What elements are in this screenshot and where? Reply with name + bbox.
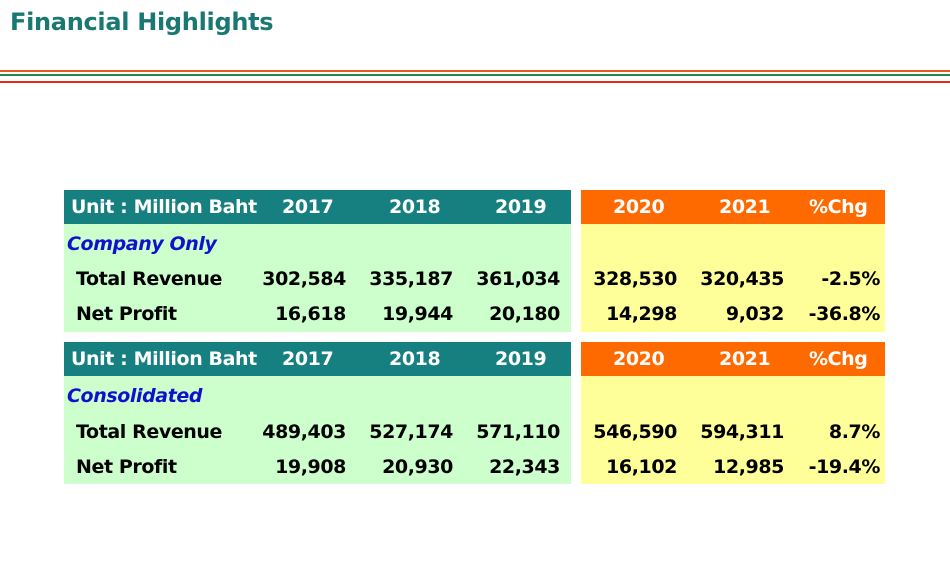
year-header-2017: 2017	[282, 196, 334, 218]
value-2020: 16,102	[606, 456, 677, 478]
value-2019: 20,180	[489, 303, 560, 325]
value-2020: 328,530	[593, 268, 677, 290]
table-header: Unit : Million Baht 2017 2018 2019	[64, 342, 571, 376]
value-2017: 19,908	[275, 456, 346, 478]
pct-change-value: -36.8%	[808, 303, 881, 325]
pct-change-header: %Chg	[809, 348, 868, 370]
year-header-2018: 2018	[389, 348, 441, 370]
value-2021: 594,311	[700, 421, 784, 443]
year-header-2019: 2019	[495, 196, 547, 218]
consolidated-table-right: 2020 2021 %Chg 546,590 594,311 8.7% 16,1…	[581, 342, 885, 484]
table-header: Unit : Million Baht 2017 2018 2019	[64, 190, 571, 224]
unit-label: Unit : Million Baht	[71, 196, 257, 218]
value-2020: 14,298	[606, 303, 677, 325]
year-header-2020: 2020	[613, 348, 665, 370]
pct-change-header: %Chg	[809, 196, 868, 218]
pct-change-value: -19.4%	[808, 456, 881, 478]
divider-line-orange	[0, 70, 950, 72]
value-2018: 335,187	[369, 268, 453, 290]
section-label: Consolidated	[67, 385, 203, 407]
consolidated-table-left: Unit : Million Baht 2017 2018 2019 Conso…	[64, 342, 571, 484]
value-2019: 22,343	[489, 456, 560, 478]
value-2019: 571,110	[476, 421, 560, 443]
year-header-2017: 2017	[282, 348, 334, 370]
row-label: Net Profit	[76, 456, 177, 478]
divider-line-red	[0, 81, 950, 83]
page-title: Financial Highlights	[10, 8, 274, 36]
year-header-2019: 2019	[495, 348, 547, 370]
value-2018: 20,930	[382, 456, 453, 478]
pct-change-value: 8.7%	[828, 421, 881, 443]
value-2018: 19,944	[382, 303, 453, 325]
value-2021: 12,985	[713, 456, 784, 478]
year-header-2021: 2021	[719, 196, 771, 218]
row-label: Net Profit	[76, 303, 177, 325]
value-2019: 361,034	[476, 268, 560, 290]
value-2021: 320,435	[700, 268, 784, 290]
table-header: 2020 2021 %Chg	[581, 342, 885, 376]
value-2017: 489,403	[262, 421, 346, 443]
company-only-table-left: Unit : Million Baht 2017 2018 2019 Compa…	[64, 190, 571, 332]
pct-change-value: -2.5%	[821, 268, 880, 290]
section-label: Company Only	[67, 233, 217, 255]
value-2017: 16,618	[275, 303, 346, 325]
divider-line-green	[0, 74, 950, 76]
year-header-2021: 2021	[719, 348, 771, 370]
value-2020: 546,590	[593, 421, 677, 443]
row-label: Total Revenue	[76, 268, 223, 290]
year-header-2018: 2018	[389, 196, 441, 218]
value-2021: 9,032	[725, 303, 785, 325]
year-header-2020: 2020	[613, 196, 665, 218]
value-2018: 527,174	[369, 421, 453, 443]
unit-label: Unit : Million Baht	[71, 348, 257, 370]
table-header: 2020 2021 %Chg	[581, 190, 885, 224]
company-only-table-right: 2020 2021 %Chg 328,530 320,435 -2.5% 14,…	[581, 190, 885, 332]
value-2017: 302,584	[262, 268, 346, 290]
row-label: Total Revenue	[76, 421, 223, 443]
